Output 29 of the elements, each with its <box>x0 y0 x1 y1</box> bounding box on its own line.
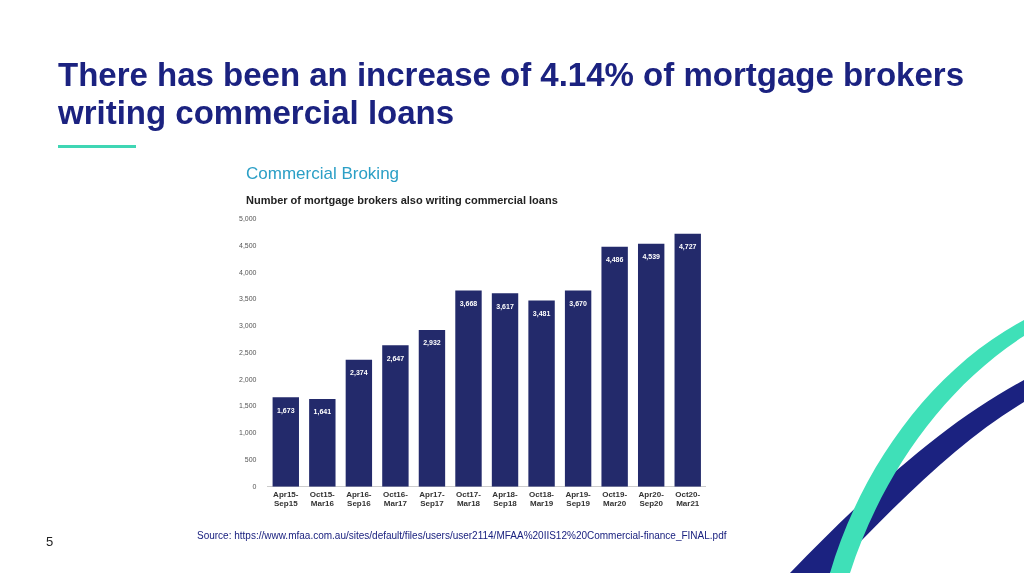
x-tick-label: Oct17-Mar18 <box>456 489 482 509</box>
bar <box>418 329 446 487</box>
x-tick-label: Oct16-Mar17 <box>382 489 409 509</box>
x-tick-label: Apr15-Sep15 <box>273 489 299 509</box>
text: 5 <box>46 534 54 549</box>
bar <box>637 243 665 487</box>
bar <box>455 290 482 487</box>
bar <box>601 246 628 487</box>
bar <box>382 345 409 487</box>
bar <box>345 359 373 487</box>
bar <box>674 233 701 487</box>
source-note: Source: https://www.mfaa.com.au/sites/default/files/users/user2114/MFAA%20IIS12%20Commercial-finance_FINAL.pdf <box>197 530 727 541</box>
x-tick-label: Oct15-Mar16 <box>309 489 336 509</box>
x-tick-label: Apr17-Sep17 <box>419 489 445 509</box>
bar <box>528 300 555 487</box>
x-tick-label: Apr18-Sep18 <box>492 489 519 509</box>
x-tick-label: Apr19-Sep19 <box>565 489 592 509</box>
bar <box>491 293 519 487</box>
bar <box>564 290 592 487</box>
chart-subtitle: Commercial Broking <box>246 164 400 184</box>
x-tick-label: Apr20-Sep20 <box>638 489 665 509</box>
x-tick-label: Apr16-Sep16 <box>346 489 372 509</box>
x-tick-label: Oct20-Mar21 <box>675 489 701 509</box>
y-axis-title: Number of mortgage brokers also writing commercial loans <box>246 194 558 206</box>
bar <box>272 397 299 487</box>
chart-title: There has been an increase of 4.14% of mortgage brokers writing commercial loans <box>58 56 965 132</box>
x-tick-label: Oct18-Mar19 <box>529 489 555 509</box>
x-tick-label: Oct19-Mar20 <box>602 489 628 509</box>
bar <box>309 398 336 487</box>
